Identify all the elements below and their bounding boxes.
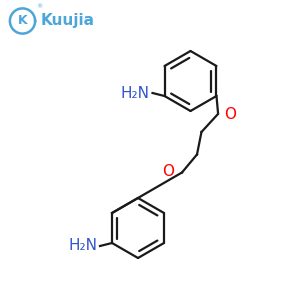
Text: K: K	[18, 14, 27, 28]
Text: O: O	[225, 106, 237, 122]
Text: O: O	[163, 164, 175, 178]
Text: Kuujia: Kuujia	[40, 14, 94, 28]
Text: H₂N: H₂N	[68, 238, 97, 253]
Text: H₂N: H₂N	[121, 85, 149, 100]
Text: ®: ®	[36, 4, 42, 9]
